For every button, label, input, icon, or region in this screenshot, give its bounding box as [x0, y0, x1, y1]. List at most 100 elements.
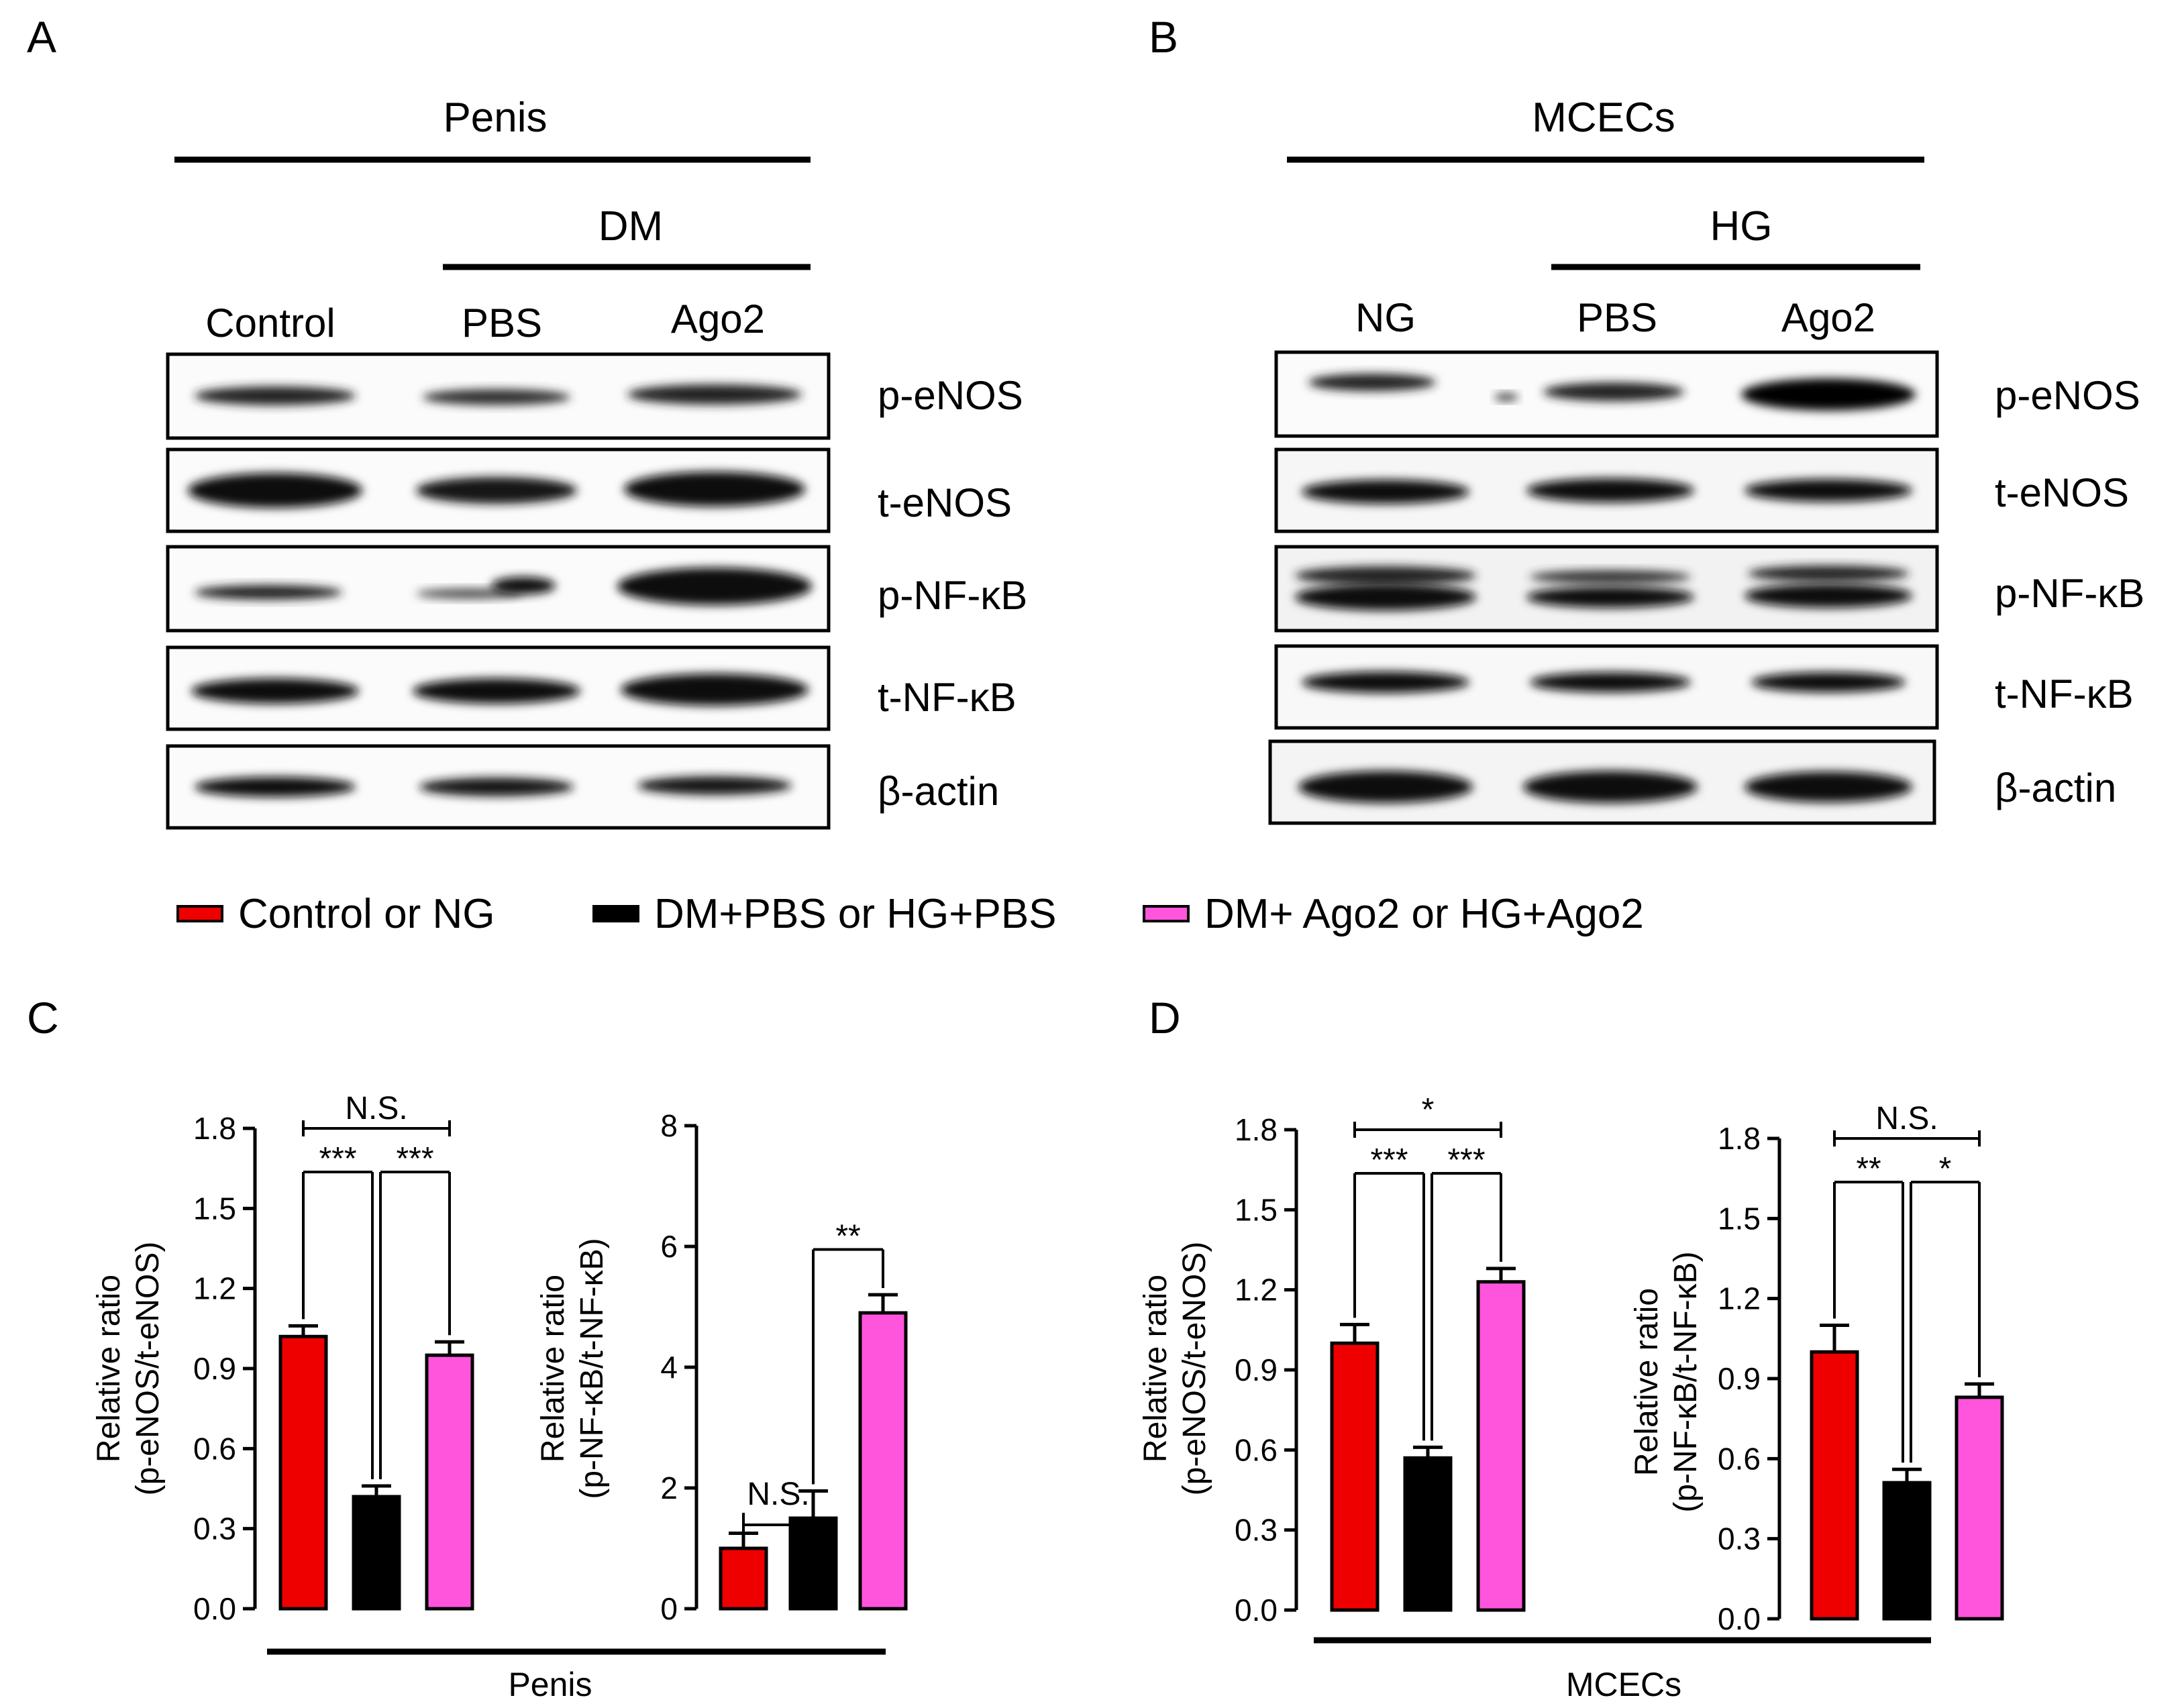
y-tick-label: 8: [660, 1108, 678, 1143]
blot-b-t-nfkb: [1274, 644, 1939, 730]
panel-b-col-pbs: PBS: [1577, 295, 1657, 340]
legend-label-pbs: DM+PBS or HG+PBS: [654, 891, 1057, 937]
panel-b-row-t-enos: t-eNOS: [1995, 470, 2129, 515]
sig-label: **: [835, 1219, 860, 1255]
sig-label: ***: [1370, 1142, 1408, 1178]
y-tick-label: 4: [660, 1350, 678, 1385]
sig-label: *: [1939, 1151, 1952, 1187]
sig-label: **: [1856, 1151, 1881, 1187]
y-tick-label: 0.9: [193, 1351, 236, 1386]
legend: Control or NG DM+PBS or HG+PBS DM+ Ago2 …: [176, 891, 1644, 937]
panel-b-row-p-nfkb: p-NF-κB: [1995, 571, 2144, 616]
panel-d-xlabel: MCECs: [1566, 1666, 1681, 1703]
panel-b-tissue-label: MCECs: [1532, 95, 1675, 141]
legend-swatch-pbs: [592, 905, 639, 922]
bar: [1882, 1481, 1932, 1621]
legend-label-ago2: DM+ Ago2 or HG+Ago2: [1204, 891, 1644, 937]
sig-label: ***: [319, 1141, 356, 1177]
y-axis-label: Relative ratio (p-NF-κB/t-NF-κB): [1629, 1251, 1704, 1512]
panel-letter-d: D: [1149, 993, 1181, 1043]
y-tick-label: 1.8: [1235, 1112, 1278, 1147]
panel-a-col-control: Control: [205, 301, 335, 345]
panel-a: A Penis DM Control PBS Ago2 p-eNOS t-eNO…: [27, 12, 1027, 830]
panel-a-row-p-nfkb: p-NF-κB: [878, 573, 1027, 618]
y-axis-label: Relative ratio (p-NF-κB/t-NF-κB): [535, 1238, 610, 1499]
y-tick-label: 0.0: [193, 1591, 236, 1626]
legend-label-control: Control or NG: [238, 891, 495, 937]
y-tick-label: 1.8: [1718, 1121, 1761, 1156]
blot-a-p-nfkb: [166, 545, 831, 633]
panel-letter-b: B: [1149, 12, 1178, 62]
panel-b-col-ago2: Ago2: [1781, 295, 1875, 340]
y-tick-label: 0.6: [193, 1431, 236, 1466]
y-tick-label: 1.5: [1718, 1201, 1761, 1236]
chart-c-p-nfkb: 0 2 4 6 8 Relative ratio (p-NF-κB/t-NF-κB) N.S.…: [535, 1108, 908, 1626]
y-tick-label: 1.2: [1718, 1281, 1761, 1316]
panel-a-col-pbs: PBS: [462, 301, 542, 345]
bar: [425, 1353, 474, 1611]
panel-b-row-p-enos: p-eNOS: [1995, 373, 2140, 418]
panel-b-row-t-nfkb: t-NF-κB: [1995, 672, 2134, 716]
y-tick-label: 6: [660, 1229, 678, 1264]
bar: [1810, 1350, 1859, 1621]
panel-a-row-p-enos: p-eNOS: [878, 373, 1023, 418]
chart-c-p-enos: 0.0 0.3 0.6 0.9 1.2 1.5 1.8 Relative ratio (p-eN…: [91, 1091, 474, 1626]
legend-swatch-control: [176, 905, 223, 922]
bar: [1476, 1280, 1526, 1612]
y-tick-label: 0.3: [1718, 1522, 1761, 1556]
panel-a-col-ago2: Ago2: [671, 297, 765, 341]
panel-letter-c: C: [27, 993, 59, 1043]
legend-swatch-ago2: [1143, 905, 1190, 922]
sig-label: ***: [396, 1141, 433, 1177]
panel-a-row-t-enos: t-eNOS: [878, 480, 1012, 525]
y-tick-label: 1.8: [193, 1111, 236, 1146]
panel-a-tissue-label: Penis: [443, 95, 547, 141]
bar: [1403, 1456, 1453, 1612]
bar: [719, 1546, 768, 1611]
panel-c-xlabel: Penis: [508, 1666, 592, 1703]
sig-label: N.S.: [345, 1091, 407, 1126]
y-tick-label: 1.5: [1235, 1192, 1278, 1227]
bar: [858, 1311, 908, 1611]
panel-a-row-t-nfkb: t-NF-κB: [878, 675, 1017, 720]
y-tick-label: 1.2: [1235, 1273, 1278, 1307]
blot-b-t-enos: [1274, 447, 1939, 533]
y-tick-label: 0.3: [1235, 1513, 1278, 1548]
blot-b-p-enos: [1274, 350, 1939, 438]
y-axis-label: Relative ratio (p-eNOS/t-eNOS): [1138, 1242, 1212, 1496]
panel-a-group-label: DM: [599, 203, 663, 250]
blot-a-t-enos: [166, 447, 831, 533]
chart-d-p-nfkb: 0.0 0.3 0.6 0.9 1.2 1.5 1.8 Relative ratio (p-NF…: [1629, 1101, 2004, 1636]
panel-b: B MCECs HG NG PBS Ago2 p-eNOS t-eNOS: [1149, 12, 2144, 825]
y-tick-label: 0.6: [1235, 1432, 1278, 1467]
y-tick-label: 0.9: [1718, 1361, 1761, 1396]
y-axis-label: Relative ratio (p-eNOS/t-eNOS): [91, 1242, 166, 1496]
bar: [1330, 1341, 1380, 1612]
y-tick-label: 0.9: [1235, 1352, 1278, 1387]
panel-b-group-label: HG: [1710, 203, 1773, 250]
panel-letter-a: A: [27, 12, 56, 62]
y-tick-label: 0: [660, 1591, 678, 1626]
bar: [352, 1495, 401, 1611]
sig-label: ***: [1447, 1142, 1485, 1178]
blot-a-p-enos: [166, 352, 831, 440]
sig-label: N.S.: [747, 1477, 809, 1512]
y-tick-label: 0.0: [1718, 1601, 1761, 1636]
blot-b-p-nfkb: [1274, 545, 1939, 633]
y-tick-label: 0.6: [1718, 1441, 1761, 1476]
panel-a-row-beta-actin: β-actin: [878, 769, 999, 814]
y-tick-label: 1.5: [193, 1191, 236, 1226]
bar: [1955, 1395, 2004, 1621]
y-tick-label: 0.3: [193, 1511, 236, 1546]
y-tick-label: 0.0: [1235, 1593, 1278, 1627]
panel-b-row-beta-actin: β-actin: [1995, 765, 2116, 810]
blot-a-t-nfkb: [166, 645, 831, 731]
bar: [278, 1334, 328, 1611]
y-tick-label: 2: [660, 1471, 678, 1505]
blot-b-beta-actin: [1268, 739, 1936, 825]
y-tick-label: 1.2: [193, 1271, 236, 1306]
sig-label: *: [1422, 1092, 1435, 1128]
chart-d-p-enos: 0.0 0.3 0.6 0.9 1.2 1.5 1.8 Relative ratio (p-eN…: [1138, 1092, 1526, 1627]
blot-a-beta-actin: [166, 744, 831, 830]
